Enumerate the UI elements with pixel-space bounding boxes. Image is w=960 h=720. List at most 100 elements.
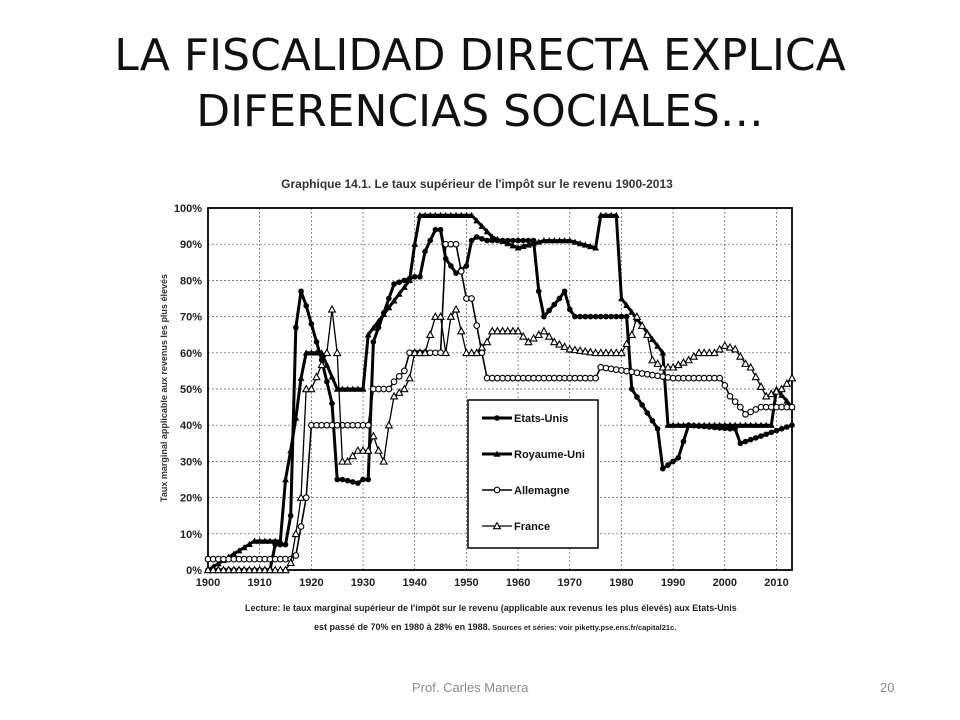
- series-royaume-uni-point: [494, 235, 501, 242]
- series-france-point: [219, 565, 228, 574]
- series-france-point: [529, 333, 538, 342]
- series-etats-unis-point: [618, 313, 625, 320]
- series-royaume-uni-point: [576, 240, 584, 247]
- series-royaume-uni-point: [711, 421, 718, 428]
- series-royaume-uni-point: [380, 310, 388, 318]
- series-etats-unis-point: [768, 429, 775, 436]
- series-royaume-uni-point: [369, 324, 377, 331]
- series-france-point: [270, 565, 280, 574]
- series-royaume-uni-point: [592, 244, 600, 251]
- series-allemagne-point: [788, 403, 796, 411]
- series-royaume-uni-point: [287, 447, 295, 454]
- series-etats-unis-point: [659, 465, 666, 472]
- series-etats-unis-point: [308, 321, 315, 327]
- series-etats-unis-point: [778, 426, 785, 432]
- chart-axes: 0% 10% 20% 30% 40% 50% 60% 70% 80% 90% 100% 1900 191…: [174, 203, 793, 589]
- series-etats-unis-point: [468, 237, 475, 244]
- series-etats-unis-point: [437, 226, 444, 233]
- series-allemagne-point: [385, 385, 393, 393]
- series-france-point: [658, 362, 668, 371]
- series-etats-unis-point: [453, 270, 459, 276]
- series-etats-unis-point: [324, 378, 330, 385]
- series-etats-unis-point: [515, 237, 521, 244]
- series-royaume-uni-point: [778, 391, 786, 398]
- series-royaume-uni-point: [695, 421, 703, 428]
- series-etats-unis-point: [510, 237, 516, 244]
- chart-series: [203, 211, 797, 574]
- series-etats-unis-point: [427, 237, 434, 244]
- series-royaume-uni-point: [313, 349, 320, 356]
- series-royaume-uni-point: [587, 242, 594, 250]
- series-france-point: [596, 348, 606, 357]
- series-france-point: [276, 565, 285, 574]
- series-allemagne-point: [752, 406, 760, 413]
- series-etats-unis-point: [448, 263, 454, 269]
- series-france-point: [617, 348, 626, 357]
- series-royaume-uni-point: [302, 349, 310, 356]
- series-france-point: [746, 362, 755, 371]
- series-france-point: [456, 326, 466, 335]
- series-france-point: [317, 360, 327, 369]
- series-france-point: [498, 326, 507, 335]
- series-france-point: [369, 431, 378, 440]
- series-france-point: [487, 326, 497, 335]
- series-royaume-uni-point: [597, 211, 605, 218]
- series-royaume-uni-point: [504, 240, 512, 247]
- series-royaume-uni-point: [525, 241, 532, 248]
- series-royaume-uni-point: [323, 361, 331, 368]
- x-tick-label: 1990: [661, 577, 685, 589]
- series-france-point: [508, 326, 518, 335]
- series-etats-unis-point: [417, 273, 423, 280]
- series-royaume-uni-point: [509, 242, 517, 249]
- series-france-point: [518, 331, 528, 340]
- series-etats-unis-point: [344, 477, 351, 484]
- legend-label: Allemagne: [514, 485, 570, 497]
- series-royaume-uni-point: [530, 240, 537, 247]
- series-france-point: [379, 456, 389, 465]
- series-etats-unis-point: [349, 479, 356, 485]
- series-france-point: [715, 344, 724, 353]
- series-france-point: [560, 342, 569, 351]
- series-france-point: [544, 331, 554, 340]
- x-tick-label: 1920: [299, 577, 323, 589]
- series-france-point: [493, 326, 502, 335]
- series-royaume-uni-point: [736, 421, 744, 428]
- page-number: 20: [880, 680, 895, 695]
- series-france-point: [565, 344, 575, 353]
- series-france-point: [265, 565, 275, 574]
- series-royaume-uni-point: [214, 560, 222, 567]
- series-etats-unis-point: [737, 440, 744, 447]
- series-france-point: [451, 304, 461, 313]
- series-royaume-uni-point: [519, 242, 527, 250]
- series-royaume-uni-point: [328, 373, 336, 380]
- series-royaume-uni-point: [421, 211, 429, 218]
- chart-legend: Etats-Unis Royaume-Uni Allemagne France: [467, 399, 599, 549]
- series-etats-unis-point: [566, 306, 573, 313]
- series-etats-unis-point: [592, 313, 599, 320]
- series-royaume-uni-point: [385, 304, 393, 311]
- series-royaume-uni-point: [535, 238, 543, 245]
- series-royaume-uni-point: [416, 211, 424, 218]
- series-france-point: [420, 348, 430, 357]
- series-france-point: [296, 493, 306, 501]
- series-royaume-uni-point: [550, 237, 558, 244]
- series-royaume-uni-point: [721, 421, 729, 428]
- series-royaume-uni-point: [245, 540, 253, 547]
- y-tick-label: 70%: [180, 312, 202, 324]
- series-france-point: [735, 351, 745, 360]
- series-allemagne-point: [473, 322, 481, 329]
- series-france-point: [224, 565, 234, 574]
- series-etats-unis-point: [520, 237, 527, 244]
- x-tick-label: 1910: [247, 577, 271, 589]
- x-tick-label: 2000: [713, 577, 737, 589]
- y-tick-label: 50%: [180, 384, 202, 396]
- series-royaume-uni-point: [540, 237, 548, 244]
- chart-y-axis-label: Taux marginal applicable aux revenus les…: [159, 274, 169, 502]
- series-etats-unis-point: [391, 281, 397, 287]
- series-etats-unis-point: [649, 418, 656, 424]
- series-etats-unis-point: [789, 422, 795, 428]
- series-etats-unis-point: [623, 313, 630, 320]
- footer-author: Prof. Carles Manera: [412, 680, 529, 695]
- series-etats-unis-point: [613, 313, 620, 320]
- series-royaume-uni-point: [726, 421, 734, 428]
